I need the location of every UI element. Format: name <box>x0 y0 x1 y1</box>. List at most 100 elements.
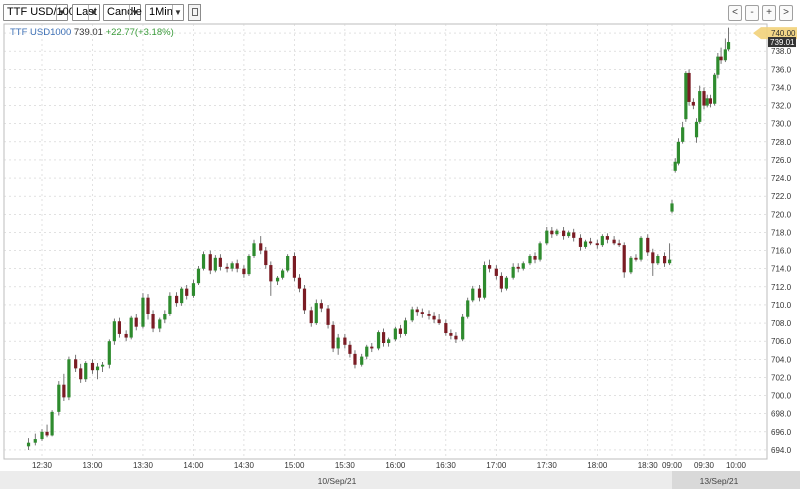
candle-body <box>449 333 453 336</box>
candle-body <box>393 328 397 340</box>
candle <box>521 261 525 271</box>
candles <box>26 27 731 450</box>
zoom-in-button[interactable]: + <box>762 5 776 21</box>
candle-body <box>269 265 273 282</box>
dropdown-arrow-icon[interactable]: ▼ <box>129 5 140 20</box>
candle <box>326 304 330 329</box>
candle-body <box>292 256 296 278</box>
candle-body <box>201 254 206 269</box>
candle-body <box>687 72 691 102</box>
candle-body <box>151 314 155 329</box>
candle-body <box>213 257 217 271</box>
date-axis-band-second-session <box>672 471 800 489</box>
candle-body <box>521 263 525 269</box>
candle <box>676 138 680 166</box>
candle-body <box>415 309 419 313</box>
candle-body <box>681 127 685 142</box>
candle <box>550 227 554 238</box>
chart-style-value: Candle <box>107 6 142 18</box>
x-tick-label: 14:30 <box>234 461 255 470</box>
candle <box>180 286 184 306</box>
legend-change: +22.77(+3.18%) <box>105 27 174 38</box>
zoom-out-button[interactable]: - <box>745 5 759 21</box>
candle <box>719 47 723 64</box>
candle <box>444 319 448 336</box>
candle <box>612 236 616 246</box>
candle-body <box>387 339 391 343</box>
candle <box>461 314 465 342</box>
candle-body <box>504 277 509 289</box>
candle-body <box>670 203 674 212</box>
scroll-left-button[interactable]: < <box>728 5 742 21</box>
candle-body <box>336 337 340 349</box>
candle-body <box>698 91 702 122</box>
candle <box>117 317 122 338</box>
y-tick-label: 706.0 <box>771 337 792 346</box>
y-tick-label: 718.0 <box>771 228 792 237</box>
candle <box>634 254 638 262</box>
candle-body <box>180 288 184 304</box>
candle <box>545 227 549 246</box>
candle <box>691 98 695 110</box>
candle-body <box>437 319 441 324</box>
symbol-select[interactable]: TTF USD/100 ▼ <box>3 4 75 21</box>
candle-body <box>646 237 650 253</box>
candle <box>437 314 441 325</box>
candle <box>673 158 677 173</box>
candle <box>365 344 369 360</box>
candle-body <box>617 243 621 246</box>
candle <box>269 261 273 296</box>
candle-body <box>259 243 263 251</box>
candle-body <box>225 266 229 269</box>
candle-body <box>403 320 408 334</box>
scroll-right-button[interactable]: > <box>779 5 793 21</box>
candle-body <box>567 232 571 237</box>
candle <box>698 85 702 124</box>
x-tick-label: 17:00 <box>486 461 507 470</box>
x-axis: 12:30 13:00 13:30 14:00 14:30 15:00 15:30 16:00… <box>32 461 747 470</box>
dropdown-arrow-icon[interactable]: ▼ <box>172 5 183 20</box>
candle-body <box>719 56 723 61</box>
candle <box>646 234 650 256</box>
y-tick-label: 702.0 <box>771 373 792 382</box>
candle <box>420 308 424 318</box>
chart-style-select[interactable]: Candle ▼ <box>103 4 142 21</box>
candle-body <box>410 309 414 321</box>
candle <box>348 341 352 358</box>
candle-body <box>218 257 222 267</box>
candle-body <box>309 310 313 324</box>
candle <box>687 69 691 106</box>
x-tick-label: 09:30 <box>694 461 715 470</box>
candle <box>684 71 688 122</box>
candle-body <box>716 56 720 75</box>
candle <box>393 326 397 342</box>
candle-body <box>33 439 37 443</box>
current-price-tag <box>768 37 796 48</box>
max-price-label: 740.00 <box>771 29 796 38</box>
y-tick-label: 730.0 <box>771 120 792 129</box>
x-tick-label: 18:30 <box>638 461 659 470</box>
candle-body <box>511 266 515 278</box>
chart-settings-button[interactable] <box>188 4 201 21</box>
candle <box>252 239 256 258</box>
candle <box>319 299 323 313</box>
candle <box>146 294 150 320</box>
candle <box>511 263 515 280</box>
candle <box>504 275 509 291</box>
price-type-select[interactable]: Last ▼ <box>72 4 100 21</box>
candle <box>264 246 268 269</box>
settings-icon <box>192 8 198 16</box>
x-tick-label: 18:00 <box>587 461 608 470</box>
candle <box>218 254 222 271</box>
candle <box>454 332 458 343</box>
y-tick-label: 710.0 <box>771 301 792 310</box>
y-tick-label: 698.0 <box>771 410 792 419</box>
interval-select[interactable]: 1Min ▼ <box>145 4 184 21</box>
candle-body <box>230 263 234 269</box>
dropdown-arrow-icon[interactable]: ▼ <box>88 5 99 20</box>
candle <box>477 285 482 302</box>
candle <box>107 339 111 369</box>
candle-body <box>694 121 699 138</box>
dropdown-arrow-icon[interactable]: ▼ <box>56 5 67 20</box>
